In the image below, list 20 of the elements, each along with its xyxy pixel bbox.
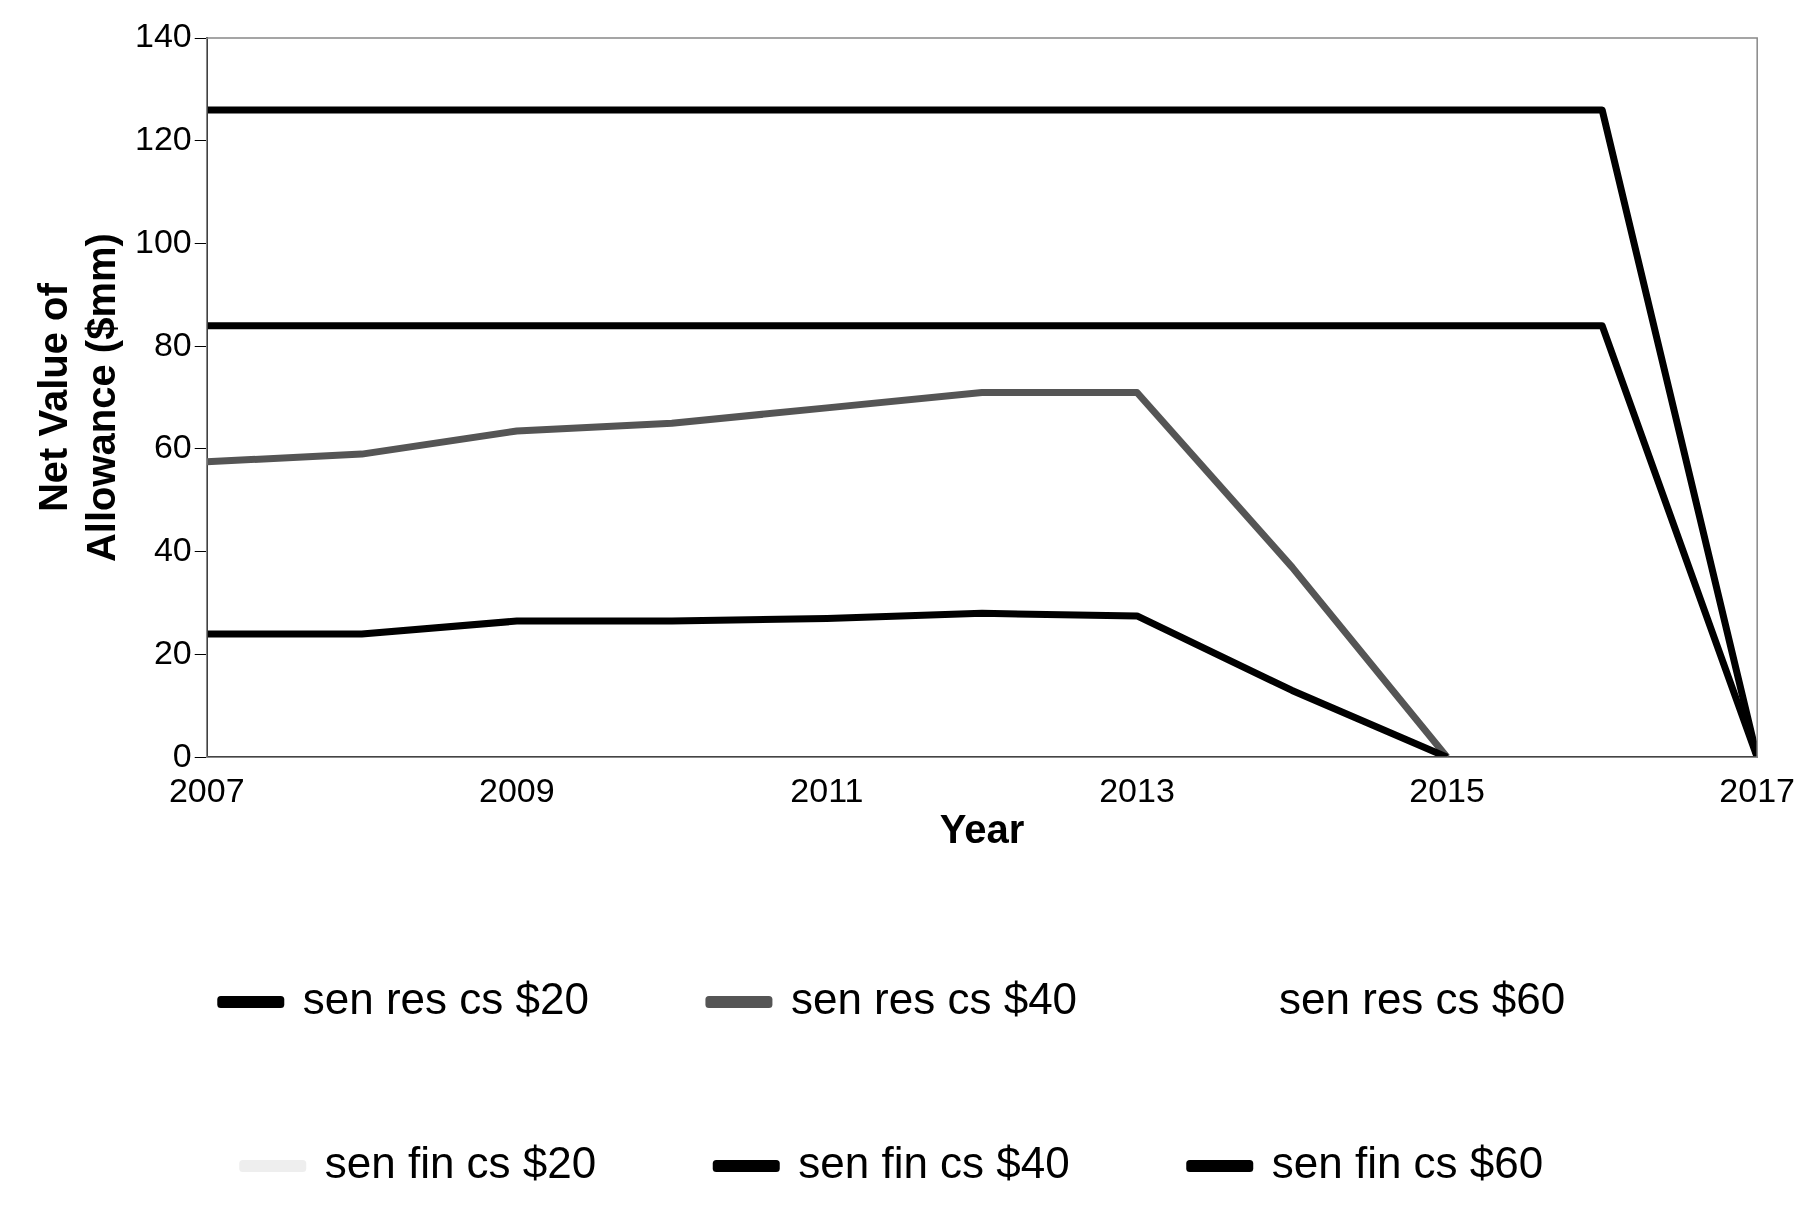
y-tick-label: 60 (153, 427, 192, 466)
y-tick-label: 140 (134, 16, 192, 55)
legend-label: sen res cs $40 (790, 974, 1078, 1024)
legend-label: sen fin cs $60 (1271, 1138, 1544, 1188)
legend-label: sen fin cs $40 (798, 1138, 1070, 1188)
text: sen res cs $60 (1279, 974, 1566, 1024)
x-tick-label: 2011 (790, 770, 864, 809)
x-tick-label: 2013 (1099, 770, 1175, 809)
x-tick-label: 2009 (479, 770, 555, 809)
y-tick-label: 80 (153, 324, 192, 363)
x-tick-label: 2017 (1719, 770, 1795, 809)
legend-label: sen fin cs $20 (324, 1138, 597, 1188)
y-tick-label: 20 (153, 632, 192, 671)
y-axis-title: Net Value of Allowance ($mm) (31, 233, 124, 563)
x-axis-title: Year (939, 807, 1025, 852)
y-tick-label: 100 (134, 221, 192, 260)
y-tick-label: 40 (153, 530, 192, 569)
x-tick-label: 2015 (1409, 770, 1485, 809)
legend-label: sen res cs $20 (302, 974, 589, 1024)
y-tick-label: 120 (134, 119, 192, 158)
